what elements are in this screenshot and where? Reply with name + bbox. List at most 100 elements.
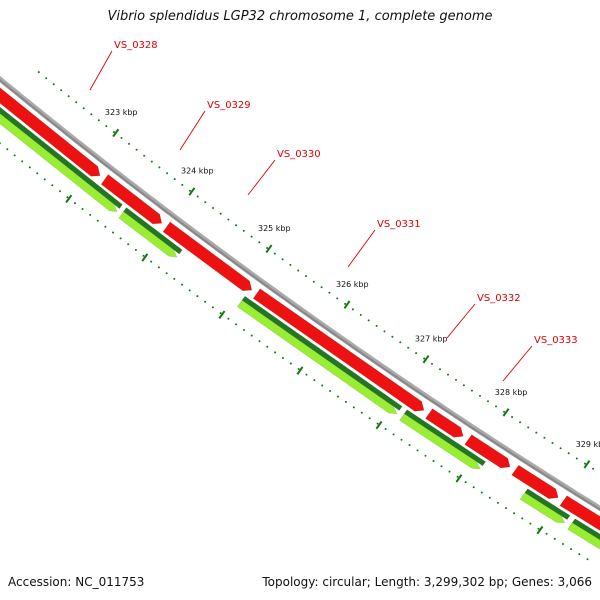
scale-dot-outer: [586, 558, 589, 561]
scale-major-tick-outer: [65, 194, 73, 204]
accession-text: Accession: NC_011753: [8, 575, 145, 589]
scale-dot-inner: [399, 341, 402, 344]
scale-dot-inner: [592, 467, 595, 470]
scale-dot-outer: [464, 481, 467, 484]
scale-dot-inner: [431, 362, 433, 365]
gene-label-leader: [446, 303, 476, 339]
scale-dot-inner: [90, 113, 93, 116]
scale-dot-inner: [439, 368, 441, 371]
forward-gene-dark-2: [123, 207, 183, 255]
forward-gene-light-1: [0, 113, 118, 213]
scale-dot-inner: [551, 442, 554, 444]
scale-dot-inner: [37, 71, 40, 74]
scale-dot-outer: [521, 517, 524, 520]
scale-dot-outer: [36, 172, 39, 175]
forward-gene-light-3: [236, 299, 398, 415]
scale-major-tick-outer: [296, 366, 304, 375]
scale-dot-outer: [313, 379, 316, 382]
scale-dot-outer: [456, 475, 459, 478]
scale-dot-inner: [511, 416, 514, 418]
scale-dot-outer: [43, 178, 46, 181]
scale-dot-outer: [13, 154, 16, 157]
scale-dot-outer: [529, 522, 532, 525]
scale-dot-inner: [470, 389, 473, 392]
scale-dot-outer: [289, 362, 292, 365]
scale-dot-outer: [305, 373, 308, 376]
scale-dot-outer: [432, 460, 435, 462]
reverse-gene-4: [252, 288, 425, 412]
scale-dot-outer: [578, 553, 581, 556]
scale-dot-outer: [227, 317, 230, 320]
reverse-gene-2: [100, 174, 163, 225]
scale-major-tick: [422, 354, 430, 364]
scale-major-tick: [583, 459, 591, 469]
forward-gene-light-6: [567, 522, 600, 550]
scale-dot-outer: [181, 283, 183, 286]
scale-dot-outer: [66, 196, 69, 199]
scale-dot-inner: [328, 291, 331, 294]
scale-dot-outer: [537, 527, 540, 530]
scale-dot-outer: [297, 368, 300, 370]
scale-dot-inner: [143, 154, 146, 157]
gene-label: VS_0332: [477, 293, 521, 304]
scale-dot-inner: [273, 252, 276, 255]
scale-dot-outer: [58, 190, 61, 193]
forward-gene-light-5: [519, 492, 566, 524]
scale-dot-outer: [505, 507, 507, 510]
scale-dot-inner: [535, 431, 538, 434]
forward-gene-light-4: [399, 413, 481, 470]
scale-major-tick-outer: [375, 420, 383, 430]
scale-dot-outer: [104, 225, 107, 228]
scale-dot-outer: [258, 340, 261, 343]
scale-dot-inner: [479, 394, 481, 397]
gene-label: VS_0328: [114, 40, 158, 51]
scale-dot-outer: [219, 312, 222, 315]
scale-dot-outer: [196, 295, 199, 298]
scale-dot-inner: [519, 421, 522, 424]
scale-dot-outer: [408, 444, 411, 447]
scale-dot-inner: [173, 178, 176, 181]
feature-tracks: [0, 75, 600, 550]
scale-dot-inner: [219, 212, 222, 215]
gene-label-leader: [347, 229, 376, 268]
scale-dot-inner: [166, 172, 169, 175]
scale-dot-inner: [312, 280, 315, 283]
scale-dot-inner: [135, 148, 138, 151]
scale-dot-outer: [416, 449, 419, 452]
scale-dot-inner: [559, 447, 562, 450]
scale-dot-inner: [45, 77, 48, 80]
scale-dot-inner: [105, 125, 108, 128]
scale-dot-outer: [242, 329, 245, 331]
gene-label: VS_0333: [534, 335, 578, 346]
scale-dot-outer: [321, 384, 324, 387]
reverse-gene-3: [162, 221, 253, 292]
scale-dot-inner: [455, 378, 457, 381]
scale-dot-outer: [424, 454, 427, 457]
scale-dot-inner: [584, 462, 586, 465]
scale-dot-outer: [204, 300, 207, 303]
scale-major-tick: [343, 300, 351, 309]
scale-dot-outer: [282, 357, 284, 359]
scale-dot-inner: [196, 195, 199, 198]
scale-dot-inner: [212, 207, 214, 209]
scale-tick-label: 328 kbp: [495, 388, 528, 397]
scale-dot-inner: [75, 101, 78, 104]
scale-dot-inner: [235, 224, 238, 227]
scale-dot-inner: [128, 142, 130, 145]
scale-dot-outer: [21, 160, 24, 163]
scale-dot-outer: [165, 272, 168, 275]
scale-tick-label: 329 kbp: [576, 440, 600, 449]
scale-dot-inner: [359, 313, 362, 316]
scale-tick-label: 325 kbp: [258, 224, 291, 233]
map-title: Vibrio splendidus LGP32 chromosome 1, co…: [107, 9, 493, 24]
scale-dot-inner: [242, 229, 245, 232]
scale-dot-inner: [351, 308, 354, 311]
scale-dot-inner: [67, 95, 70, 98]
gene-label-leader: [179, 110, 206, 151]
scale-dot-inner: [52, 83, 55, 86]
scale-dot-outer: [352, 406, 355, 409]
gene-label-leader: [89, 50, 113, 91]
scale-dot-outer: [28, 166, 31, 169]
scale-dot-outer: [81, 208, 84, 210]
